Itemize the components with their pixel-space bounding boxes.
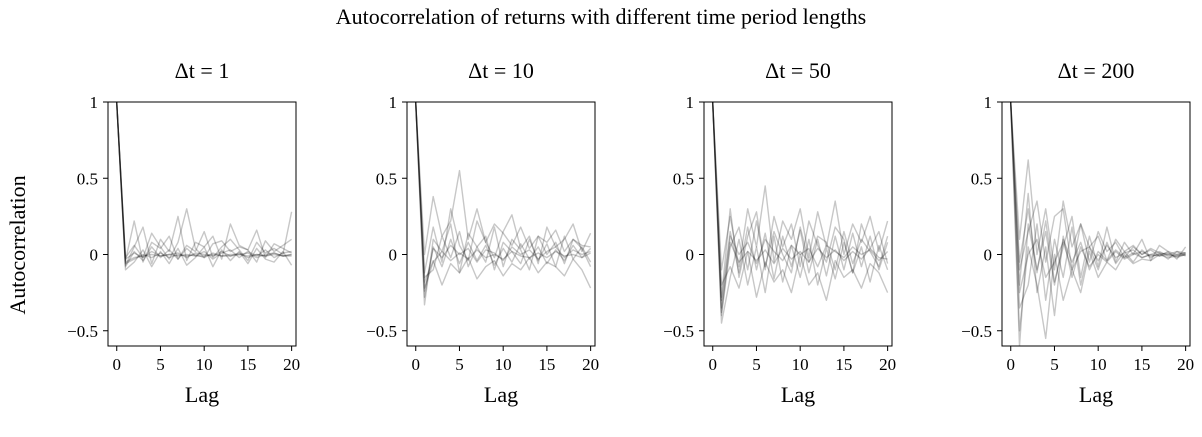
panel-2: 0 5 10 15 20 −0.5 0 0.5 1 Δt = 10 Lag	[366, 58, 599, 407]
axes-frame	[703, 101, 893, 347]
y-tick-label: 0	[389, 246, 398, 265]
series-line	[1010, 102, 1187, 283]
y-tick-label: 0.5	[971, 169, 992, 188]
series-line	[415, 102, 592, 279]
y-tick-label: 0.5	[376, 169, 397, 188]
series-line	[1010, 102, 1186, 309]
series-line	[116, 102, 293, 271]
series-line	[1010, 102, 1186, 346]
series-group	[415, 102, 592, 306]
panel-title: Δt = 1	[175, 58, 230, 83]
panel-title: Δt = 200	[1058, 58, 1135, 83]
figure-title: Autocorrelation of returns with differen…	[335, 4, 867, 29]
x-tick-label: 0	[112, 355, 121, 374]
y-tick-label: 0	[686, 246, 695, 265]
axes-frame	[406, 101, 596, 347]
series-line	[712, 102, 889, 317]
series-line	[712, 102, 889, 301]
x-tick-label: 10	[196, 355, 213, 374]
series-line	[712, 102, 889, 298]
x-tick-label: 0	[708, 355, 717, 374]
x-tick-label: 15	[239, 355, 256, 374]
y-tick-label: −0.5	[961, 322, 992, 341]
series-line	[116, 102, 292, 263]
x-axis-label: Lag	[1079, 382, 1113, 407]
y-tick-label: −0.5	[663, 322, 694, 341]
y-tick-label: 1	[90, 93, 99, 112]
y-tick-label: 0	[984, 246, 993, 265]
panel-1: 0 5 10 15 20 −0.5 0 0.5 1 Δt = 1 Lag	[67, 58, 300, 407]
axes-frame	[1001, 101, 1191, 347]
panel-title: Δt = 10	[468, 58, 534, 83]
series-line	[116, 102, 292, 265]
series-group	[712, 102, 889, 324]
series-line	[415, 102, 592, 289]
series-line	[116, 102, 292, 260]
series-line	[116, 102, 293, 263]
y-tick-label: 1	[984, 93, 993, 112]
series-line	[116, 102, 292, 260]
series-group	[1010, 102, 1187, 346]
series-group	[116, 102, 293, 271]
series-line	[415, 102, 592, 298]
series-line	[415, 102, 591, 289]
series-line	[712, 102, 889, 309]
x-tick-label: 10	[1090, 355, 1107, 374]
x-axis-label: Lag	[484, 382, 518, 407]
series-line	[712, 102, 888, 314]
x-tick-label: 10	[495, 355, 512, 374]
series-line	[1010, 102, 1186, 317]
x-tick-label: 20	[283, 355, 300, 374]
x-tick-label: 15	[538, 355, 555, 374]
x-tick-label: 20	[879, 355, 896, 374]
series-line	[712, 102, 889, 301]
series-line	[1010, 102, 1186, 294]
axes-frame	[107, 101, 297, 347]
series-line	[415, 102, 591, 292]
y-tick-label: 1	[686, 93, 695, 112]
x-tick-label: 5	[455, 355, 464, 374]
x-tick-label: 5	[752, 355, 761, 374]
series-line	[712, 102, 889, 271]
series-line	[1010, 102, 1186, 340]
y-tick-label: 1	[389, 93, 398, 112]
x-tick-label: 20	[582, 355, 599, 374]
panel-4: 0 5 10 15 20 −0.5 0 0.5 1 Δt = 200 Lag	[961, 58, 1194, 407]
x-axis-label: Lag	[185, 382, 219, 407]
y-tick-label: 0	[90, 246, 99, 265]
x-tick-label: 5	[156, 355, 165, 374]
y-tick-label: 0.5	[673, 169, 694, 188]
y-tick-label: −0.5	[67, 322, 98, 341]
series-line	[415, 102, 592, 306]
panel-3: 0 5 10 15 20 −0.5 0 0.5 1 Δt = 50 Lag	[663, 58, 896, 407]
panel-title: Δt = 50	[765, 58, 831, 83]
y-axis-label: Autocorrelation	[5, 175, 30, 314]
x-tick-label: 0	[1006, 355, 1015, 374]
series-line	[116, 102, 293, 266]
x-tick-label: 10	[792, 355, 809, 374]
x-tick-label: 15	[835, 355, 852, 374]
x-tick-label: 5	[1050, 355, 1059, 374]
y-tick-label: 0.5	[77, 169, 98, 188]
series-line	[1010, 102, 1186, 271]
series-line	[415, 102, 592, 274]
series-line	[116, 102, 292, 268]
x-tick-label: 20	[1177, 355, 1194, 374]
x-tick-label: 0	[411, 355, 420, 374]
series-line	[712, 102, 889, 324]
x-tick-label: 15	[1133, 355, 1150, 374]
series-line	[415, 102, 591, 256]
y-tick-label: −0.5	[366, 322, 397, 341]
series-line	[1010, 102, 1186, 271]
x-axis-label: Lag	[781, 382, 815, 407]
